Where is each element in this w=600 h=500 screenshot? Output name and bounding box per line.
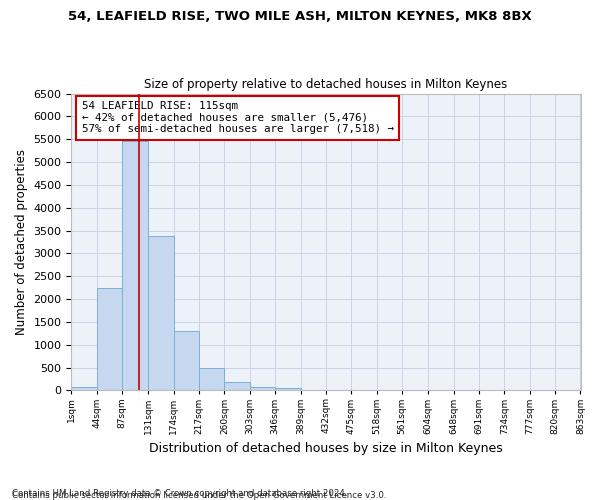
Bar (71, 386, 97, 390)
X-axis label: Distribution of detached houses by size in Milton Keynes: Distribution of detached houses by size … (149, 442, 503, 455)
Bar (122, 142, 148, 390)
Bar (173, 331, 199, 390)
Text: 54 LEAFIELD RISE: 115sqm
← 42% of detached houses are smaller (5,476)
57% of sem: 54 LEAFIELD RISE: 115sqm ← 42% of detach… (82, 101, 394, 134)
Text: Contains public sector information licensed under the Open Government Licence v3: Contains public sector information licen… (12, 491, 386, 500)
Title: Size of property relative to detached houses in Milton Keynes: Size of property relative to detached ho… (145, 78, 508, 91)
Bar (148, 236, 173, 390)
Bar (199, 368, 224, 390)
Bar (224, 382, 250, 390)
Bar (275, 388, 301, 390)
Text: Contains HM Land Registry data © Crown copyright and database right 2024.: Contains HM Land Registry data © Crown c… (12, 488, 347, 498)
Text: 54, LEAFIELD RISE, TWO MILE ASH, MILTON KEYNES, MK8 8BX: 54, LEAFIELD RISE, TWO MILE ASH, MILTON … (68, 10, 532, 23)
Bar (97, 288, 122, 391)
Bar (250, 386, 275, 390)
Y-axis label: Number of detached properties: Number of detached properties (15, 149, 28, 335)
